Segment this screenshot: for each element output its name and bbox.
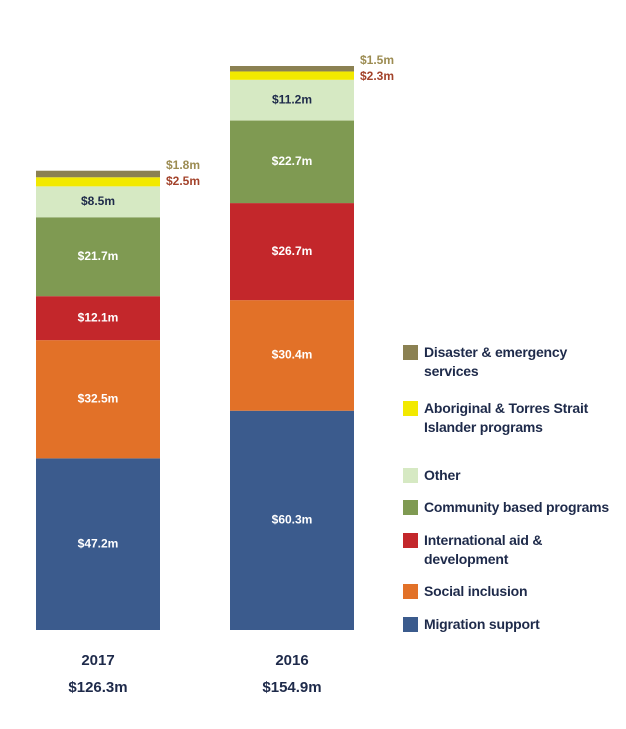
legend-swatch	[403, 468, 418, 483]
bar-segment	[36, 340, 160, 459]
legend-swatch	[403, 584, 418, 599]
value-label: $47.2m	[78, 536, 119, 550]
bar-segment	[36, 186, 160, 218]
value-label: $22.7m	[272, 154, 313, 168]
bar-segment	[230, 71, 354, 80]
value-label: $2.3m	[360, 69, 394, 83]
value-label: $2.5m	[166, 174, 200, 188]
legend-item: Aboriginal & Torres Strait Islander prog…	[403, 399, 622, 437]
bar-segment	[230, 300, 354, 411]
value-label: $26.7m	[272, 244, 313, 258]
legend-swatch	[403, 345, 418, 360]
legend-item: International aid & development	[403, 531, 622, 569]
legend-item: Other	[403, 466, 622, 485]
value-label: $1.8m	[166, 158, 200, 172]
value-label: $12.1m	[78, 310, 119, 324]
category-label: 2016	[275, 652, 308, 669]
bar-segment	[36, 296, 160, 341]
bar-segment	[230, 79, 354, 121]
value-label: $8.5m	[81, 194, 115, 208]
legend-swatch	[403, 617, 418, 632]
legend-label: Community based programs	[424, 499, 610, 515]
legend-item: Social inclusion	[403, 582, 622, 601]
legend-label: Other	[424, 467, 461, 483]
legend-item: Community based programs	[403, 498, 622, 517]
legend-swatch	[403, 401, 418, 416]
legend-swatch	[403, 500, 418, 515]
total-label: $126.3m	[68, 679, 127, 696]
legend-label: International aid & development	[424, 532, 543, 567]
total-label: $154.9m	[262, 679, 321, 696]
bar-segment	[36, 458, 160, 630]
legend-label: Migration support	[424, 616, 540, 632]
bar-segment	[230, 203, 354, 301]
bar-segment	[36, 170, 160, 178]
bar-segment	[36, 177, 160, 187]
legend-label: Disaster & emergency services	[424, 344, 568, 379]
legend-item: Disaster & emergency services	[403, 343, 622, 381]
category-label: 2017	[81, 652, 114, 669]
bar-segment	[230, 120, 354, 204]
bar-segment	[230, 410, 354, 630]
legend-swatch	[403, 533, 418, 548]
legend-item: Migration support	[403, 615, 622, 634]
legend-label: Aboriginal & Torres Strait Islander prog…	[424, 400, 589, 435]
value-label: $1.5m	[360, 53, 394, 67]
legend-label: Social inclusion	[424, 583, 528, 599]
value-label: $32.5m	[78, 391, 119, 405]
value-label: $30.4m	[272, 348, 313, 362]
value-label: $60.3m	[272, 513, 313, 527]
value-label: $21.7m	[78, 249, 119, 263]
value-label: $11.2m	[272, 92, 312, 106]
bar-segment	[230, 66, 354, 72]
bar-segment	[36, 217, 160, 297]
